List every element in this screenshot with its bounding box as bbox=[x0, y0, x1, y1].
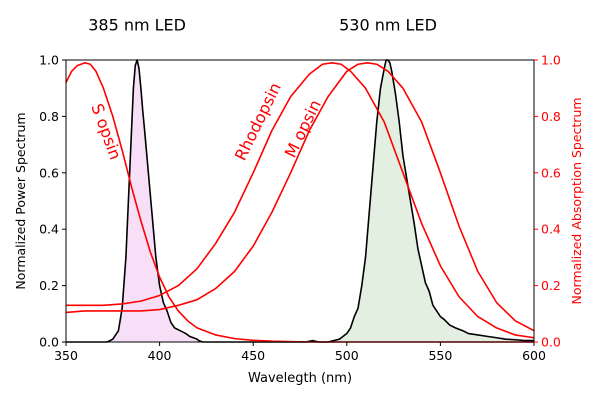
y-tick-label: 0.2 bbox=[39, 278, 59, 293]
y-tick-label: 1.0 bbox=[39, 53, 59, 68]
annotation-0: 385 nm LED bbox=[88, 16, 186, 35]
x-tick-label: 500 bbox=[335, 348, 359, 363]
annotation-1: 530 nm LED bbox=[339, 16, 437, 35]
led-fill-group bbox=[66, 60, 534, 342]
x-axis-label: Wavelegth (nm) bbox=[248, 371, 352, 386]
series-4-line bbox=[65, 62, 535, 332]
series-3-line bbox=[66, 62, 535, 339]
x-tick-label: 450 bbox=[241, 348, 265, 363]
tick-group: 350 400 450 500 550 6000.00.20.40.60.81.00.00… bbox=[39, 53, 561, 364]
y2-tick-label: 0.4 bbox=[541, 222, 561, 237]
annotation-2: S opsin bbox=[87, 101, 125, 162]
series-0-fill bbox=[66, 60, 306, 342]
y2-tick-label: 0.0 bbox=[541, 335, 561, 350]
series-2-line bbox=[65, 62, 534, 343]
y-tick-label: 0.4 bbox=[39, 222, 59, 237]
y2-tick-label: 0.2 bbox=[541, 278, 561, 293]
series-0-line bbox=[66, 59, 306, 343]
y-tick-label: 0.8 bbox=[39, 109, 59, 124]
y-axis-label: Normalized Power Spectrum bbox=[13, 112, 28, 289]
y2-tick-label: 0.6 bbox=[541, 165, 561, 180]
x-tick-label: 550 bbox=[428, 348, 452, 363]
series-group bbox=[65, 59, 535, 343]
annotation-4: M opsin bbox=[281, 97, 325, 161]
y-tick-label: 0.6 bbox=[39, 165, 59, 180]
y2-tick-label: 0.8 bbox=[541, 109, 561, 124]
x-tick-label: 400 bbox=[148, 348, 172, 363]
x-tick-label: 350 bbox=[54, 348, 78, 363]
series-1-fill bbox=[305, 60, 534, 342]
y-tick-label: 0.0 bbox=[39, 335, 59, 350]
y2-tick-label: 1.0 bbox=[541, 53, 561, 68]
plot-frame bbox=[65, 59, 535, 343]
y2-axis-label: Normalized Absorption Spectrum bbox=[569, 97, 584, 304]
x-tick-label: 600 bbox=[522, 348, 546, 363]
series-1-line bbox=[305, 59, 534, 343]
